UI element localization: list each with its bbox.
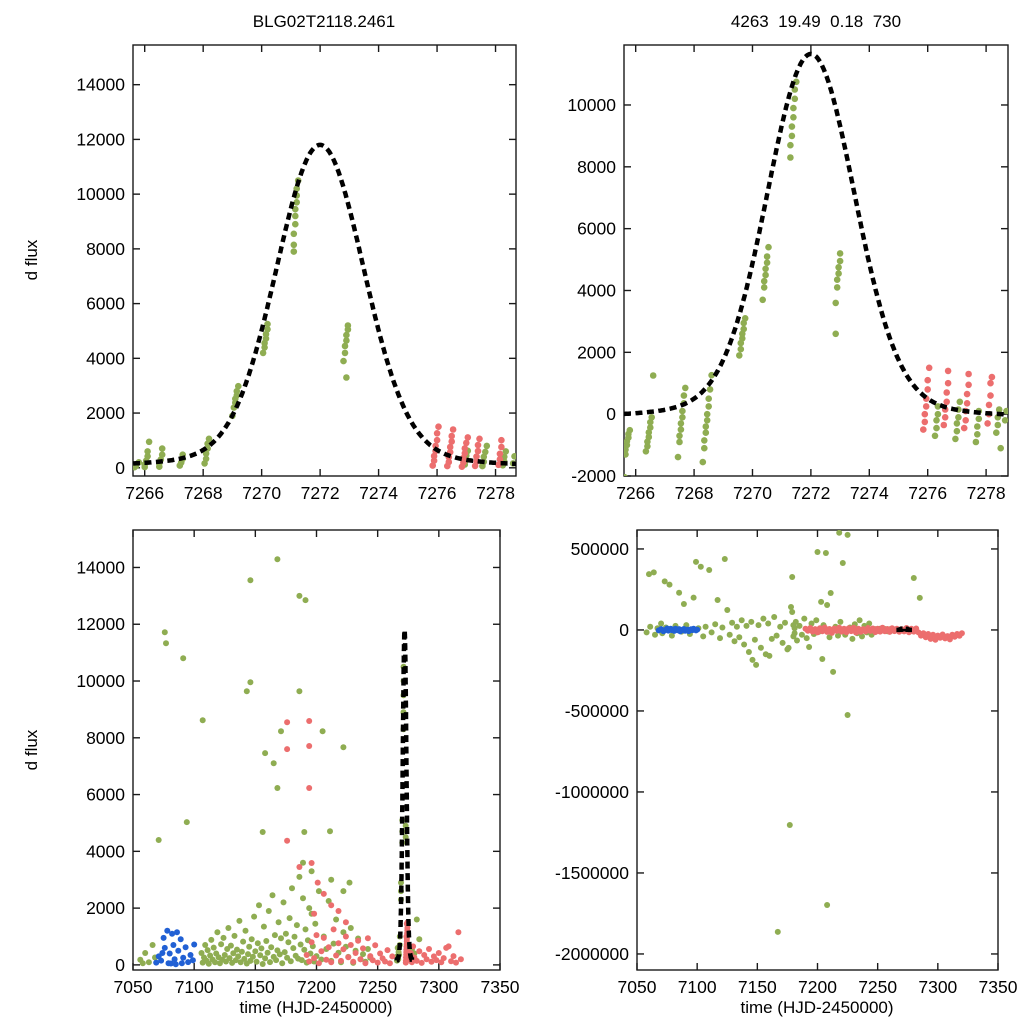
x-tick-label: 7200 bbox=[798, 977, 837, 997]
x-axis-bottom-left: 7050 7100 7150 7200 7250 7300 7350 bbox=[114, 530, 520, 997]
model-curve-bottom-right bbox=[896, 625, 913, 633]
x-tick-label: 7278 bbox=[476, 483, 515, 503]
y-tick-label: 12000 bbox=[76, 129, 125, 149]
x-tick-label: 7274 bbox=[359, 483, 398, 503]
x-axis-label-bottom-left: time (HJD-2450000) bbox=[239, 998, 393, 1017]
series-survey-1-bottom-right bbox=[643, 530, 923, 935]
x-tick-label: 7200 bbox=[297, 977, 336, 997]
model-curve-bottom-left bbox=[394, 628, 415, 964]
x-tick-label: 7276 bbox=[418, 483, 457, 503]
plot-border-top-right bbox=[623, 44, 1009, 477]
x-axis-bottom-right: 7050 7100 7150 7200 7250 7300 7350 bbox=[618, 530, 1018, 997]
y-tick-label: -1000000 bbox=[555, 782, 629, 802]
x-tick-label: 7272 bbox=[301, 483, 340, 503]
y-tick-label: 0 bbox=[606, 404, 616, 424]
x-tick-label: 7270 bbox=[733, 483, 772, 503]
y-tick-label: 6000 bbox=[577, 219, 616, 239]
series-survey-1-bottom-left bbox=[137, 556, 423, 967]
model-curve-top-left bbox=[133, 142, 516, 467]
y-tick-label: 0 bbox=[115, 458, 125, 478]
y-tick-label: -500000 bbox=[565, 701, 629, 721]
x-tick-label: 7250 bbox=[858, 977, 897, 997]
series-survey-2-top-right bbox=[920, 364, 996, 433]
y-tick-label: 14000 bbox=[76, 557, 125, 577]
y-tick-label: 4000 bbox=[577, 280, 616, 300]
y-tick-label: 6000 bbox=[86, 294, 125, 314]
y-tick-label: 2000 bbox=[86, 403, 125, 423]
model-curve-top-right bbox=[624, 51, 1008, 417]
series-survey-2-bottom-right bbox=[802, 624, 965, 643]
x-axis-top-left: 7266 7268 7270 7272 7274 7276 7278 bbox=[125, 45, 515, 503]
x-tick-label: 7050 bbox=[618, 977, 657, 997]
y-tick-label: 500000 bbox=[571, 539, 630, 559]
x-tick-label: 7274 bbox=[850, 483, 889, 503]
series-survey-2-top-left bbox=[429, 423, 505, 471]
y-axis-bottom-left: 0 2000 4000 6000 8000 10000 12000 14000 bbox=[76, 557, 500, 975]
y-tick-label: 4000 bbox=[86, 841, 125, 861]
y-tick-label: 0 bbox=[619, 620, 629, 640]
panel-title-left: BLG02T2118.2461 bbox=[252, 12, 396, 31]
y-tick-label: 4000 bbox=[86, 348, 125, 368]
x-tick-label: 7270 bbox=[242, 483, 281, 503]
plot-border-top-left bbox=[132, 44, 517, 477]
x-tick-label: 7100 bbox=[678, 977, 717, 997]
y-tick-label: 12000 bbox=[76, 614, 125, 634]
series-survey-1-top-left bbox=[133, 177, 516, 471]
x-tick-label: 7150 bbox=[738, 977, 777, 997]
y-tick-label: 2000 bbox=[86, 898, 125, 918]
x-tick-label: 7266 bbox=[125, 483, 164, 503]
y-axis-top-right: -2000 0 2000 4000 6000 8000 10000 bbox=[567, 95, 1008, 486]
series-survey-2-bottom-left bbox=[284, 718, 464, 967]
x-axis-top-right: 7266 7268 7270 7272 7274 7276 7278 bbox=[616, 45, 1006, 503]
y-tick-label: 8000 bbox=[577, 157, 616, 177]
y-tick-label: 2000 bbox=[577, 342, 616, 362]
y-tick-label: 10000 bbox=[567, 95, 616, 115]
y-axis-top-left: 0 2000 4000 6000 8000 10000 12000 14000 bbox=[76, 75, 516, 478]
plot-border-bottom-left bbox=[132, 529, 501, 971]
panel-top-right: 7266 7268 7270 7272 7274 7276 7278 -2000 0 2000 40… bbox=[567, 44, 1009, 503]
x-tick-label: 7276 bbox=[908, 483, 947, 503]
series-survey-1-top-right bbox=[624, 78, 1008, 476]
x-axis-label-bottom-right: time (HJD-2450000) bbox=[740, 998, 894, 1017]
x-tick-label: 7250 bbox=[358, 977, 397, 997]
x-tick-label: 7272 bbox=[791, 483, 830, 503]
y-tick-label: -2000 bbox=[571, 466, 616, 486]
x-tick-label: 7050 bbox=[114, 977, 153, 997]
x-tick-label: 7278 bbox=[967, 483, 1006, 503]
panel-bottom-left: 7050 7100 7150 7200 7250 7300 7350 0 2000 4000 600… bbox=[76, 529, 520, 997]
panel-top-left: 7266 7268 7270 7272 7274 7276 7278 0 2000 4000 600… bbox=[76, 44, 517, 503]
y-axis-bottom-right: -2000000 -1500000 -1000000 -500000 0 500000 bbox=[555, 539, 998, 964]
panel-bottom-right: 7050 7100 7150 7200 7250 7300 7350 -2000000 -150… bbox=[555, 529, 1018, 997]
x-tick-label: 7300 bbox=[918, 977, 957, 997]
x-tick-label: 7268 bbox=[184, 483, 223, 503]
x-tick-label: 7150 bbox=[236, 977, 275, 997]
series-survey-3-bottom-right bbox=[655, 625, 701, 635]
y-tick-label: 0 bbox=[115, 955, 125, 975]
y-tick-label: 8000 bbox=[86, 239, 125, 259]
x-tick-label: 7350 bbox=[979, 977, 1018, 997]
x-tick-label: 7300 bbox=[419, 977, 458, 997]
x-tick-label: 7268 bbox=[675, 483, 714, 503]
x-tick-label: 7100 bbox=[175, 977, 214, 997]
y-tick-label: 8000 bbox=[86, 728, 125, 748]
y-tick-label: 14000 bbox=[76, 75, 125, 95]
y-tick-label: 10000 bbox=[76, 184, 125, 204]
y-tick-label: 6000 bbox=[86, 785, 125, 805]
x-tick-label: 7266 bbox=[616, 483, 655, 503]
series-survey-3-bottom-left bbox=[153, 927, 198, 968]
y-tick-label: -1500000 bbox=[555, 863, 629, 883]
y-tick-label: 10000 bbox=[76, 671, 125, 691]
x-tick-label: 7350 bbox=[481, 977, 520, 997]
y-tick-label: -2000000 bbox=[555, 944, 629, 964]
panel-title-right: 4263 19.49 0.18 730 bbox=[730, 12, 902, 31]
